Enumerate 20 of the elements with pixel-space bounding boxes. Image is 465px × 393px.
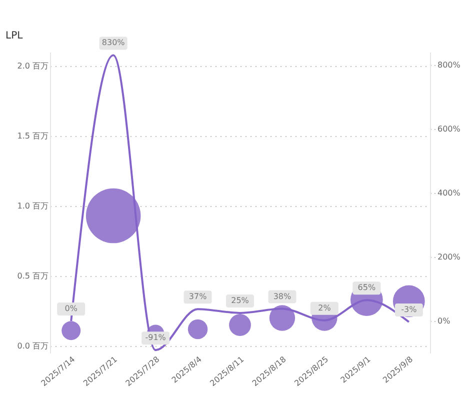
data-label: -3% bbox=[401, 304, 418, 314]
data-label: 37% bbox=[188, 292, 208, 302]
y-tick-label: 0.0 百万 bbox=[17, 342, 48, 350]
y-tick-label: 1.5 百万 bbox=[17, 132, 48, 140]
y-tick-label: 2.0 百万 bbox=[17, 62, 48, 70]
y2-tick-label: 600% bbox=[438, 124, 461, 134]
data-label: 38% bbox=[273, 292, 292, 301]
data-label: 2% bbox=[318, 303, 332, 312]
y2-tick-label: 800% bbox=[438, 60, 461, 70]
y2-tick-label: 200% bbox=[438, 252, 461, 262]
y2-tick-label: 0% bbox=[438, 316, 451, 326]
data-label: 0% bbox=[64, 304, 78, 313]
data-label: 65% bbox=[358, 283, 376, 292]
y-axis-title: LPL bbox=[6, 30, 24, 42]
y2-tick-label: 400% bbox=[438, 188, 461, 198]
data-label: 830% bbox=[102, 38, 126, 48]
y-tick-label: 0.5 百万 bbox=[17, 272, 48, 280]
data-label: -91% bbox=[145, 333, 166, 342]
y-tick-label: 1.0 百万 bbox=[17, 202, 48, 210]
data-label: 25% bbox=[231, 296, 250, 305]
